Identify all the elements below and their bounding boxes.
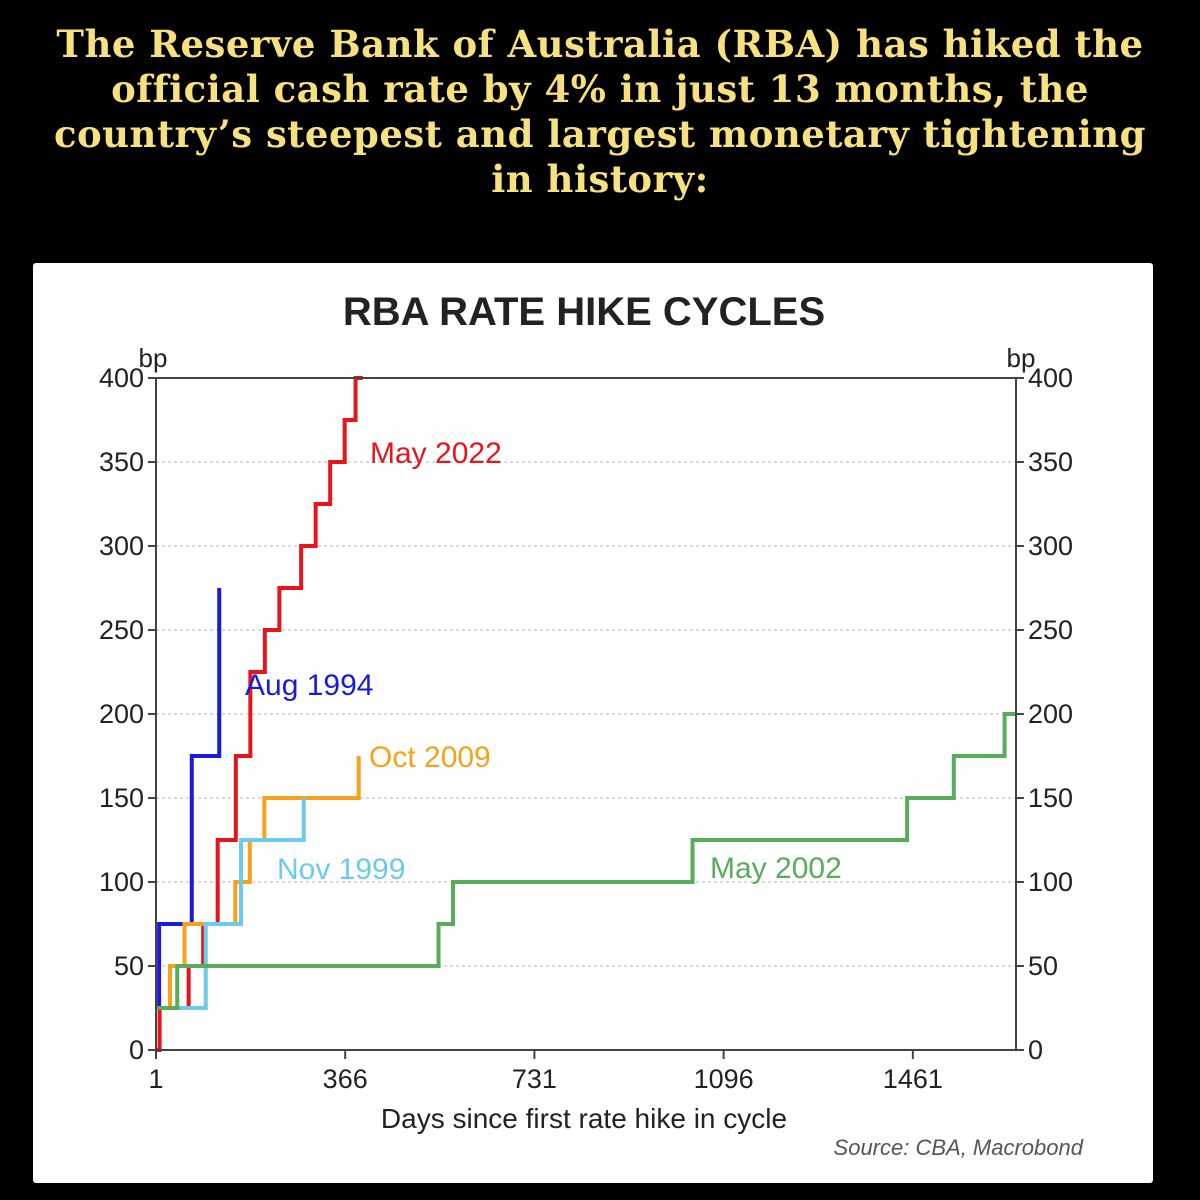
- series-label-may-2022: May 2022: [370, 437, 502, 470]
- y-axis-right-unit: bp: [1007, 343, 1036, 373]
- series-line-oct-2009: [156, 756, 361, 1010]
- y-tick-label-left: 50: [114, 951, 144, 981]
- y-tick-label-right: 100: [1028, 867, 1073, 897]
- x-tick-label: 366: [323, 1064, 368, 1094]
- y-tick-label-right: 50: [1028, 951, 1058, 981]
- series-line-may-2002: [156, 712, 1016, 1010]
- y-tick-label-left: 200: [99, 699, 144, 729]
- x-tick-label: 1096: [694, 1064, 754, 1094]
- y-axis-left-unit: bp: [139, 343, 168, 373]
- x-tick-label: 1461: [883, 1064, 943, 1094]
- y-axis-right-ticks: 0 50 100 150 200 250 300 350 400: [1016, 363, 1073, 1065]
- source-note: Source: CBA, Macrobond: [834, 1135, 1084, 1160]
- y-tick-label-left: 250: [99, 615, 144, 645]
- y-tick-label-left: 0: [129, 1035, 144, 1065]
- y-tick-label-left: 350: [99, 447, 144, 477]
- y-tick-label-right: 0: [1028, 1035, 1043, 1065]
- rate-hike-chart: 0 50 100 150 200 250 300 350 400 0 50 100 150 200 250…: [99, 290, 1084, 1160]
- series-label-may-2002: May 2002: [710, 852, 842, 885]
- series-labels: May 2022 Aug 1994 Oct 2009 Nov 1999 May 2002: [245, 437, 842, 886]
- y-tick-label-left: 300: [99, 531, 144, 561]
- series-label-oct-2009: Oct 2009: [369, 741, 491, 774]
- y-tick-label-left: 150: [99, 783, 144, 813]
- y-axis-left-ticks: 0 50 100 150 200 250 300 350 400: [99, 363, 156, 1065]
- x-tick-label: 1: [148, 1064, 163, 1094]
- series-lines: [156, 376, 1016, 1052]
- chart-card: 0 50 100 150 200 250 300 350 400 0 50 100 150 200 250…: [33, 263, 1153, 1183]
- y-tick-label-right: 400: [1028, 363, 1073, 393]
- headline: The Reserve Bank of Australia (RBA) has …: [53, 22, 1147, 201]
- chart-title: RBA RATE HIKE CYCLES: [343, 290, 825, 334]
- y-tick-label-left: 100: [99, 867, 144, 897]
- y-tick-label-right: 300: [1028, 531, 1073, 561]
- x-axis-ticks: 1 366 731 1096 1461: [148, 1050, 943, 1094]
- y-tick-label-right: 350: [1028, 447, 1073, 477]
- y-tick-label-right: 200: [1028, 699, 1073, 729]
- x-axis-label: Days since first rate hike in cycle: [381, 1103, 787, 1134]
- y-tick-label-right: 250: [1028, 615, 1073, 645]
- series-label-nov-1999: Nov 1999: [277, 853, 405, 886]
- gridlines: [156, 461, 1016, 967]
- y-tick-label-left: 400: [99, 363, 144, 393]
- series-line-may-2022: [156, 376, 363, 1052]
- y-tick-label-right: 150: [1028, 783, 1073, 813]
- x-tick-label: 731: [512, 1064, 557, 1094]
- series-line-nov-1999: [156, 798, 306, 1010]
- series-label-aug-1994: Aug 1994: [245, 669, 373, 702]
